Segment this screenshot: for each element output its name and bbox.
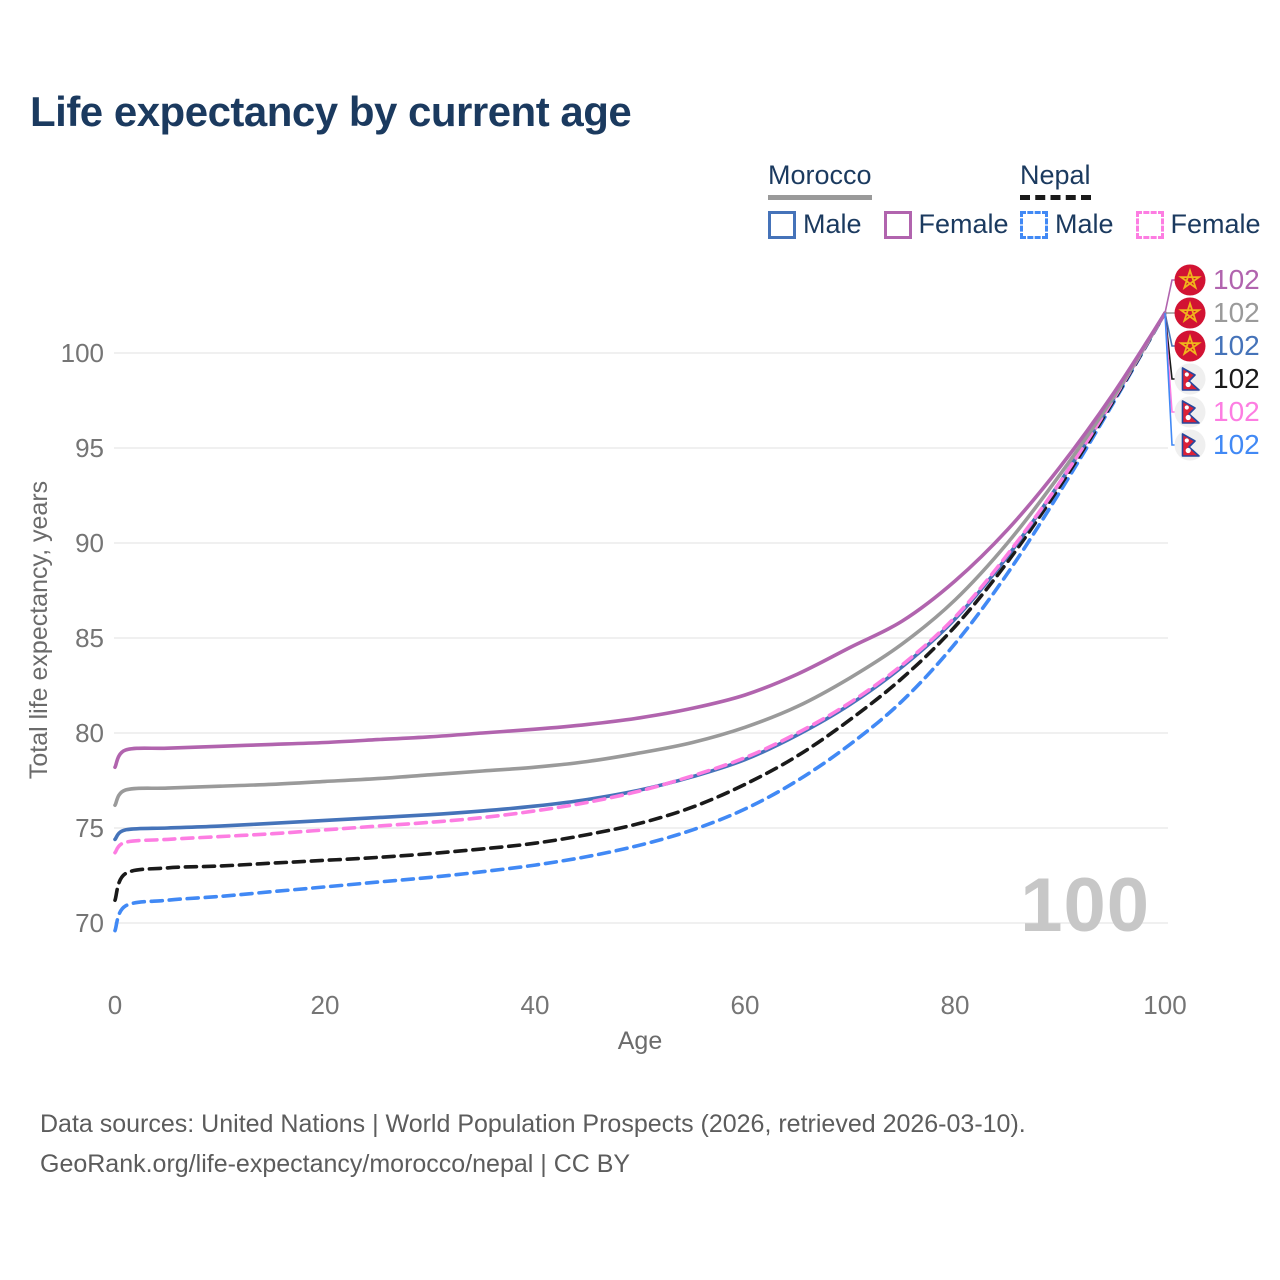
legend-items-morocco: Male Female — [768, 209, 1031, 240]
nepal-female-swatch-icon — [1135, 210, 1164, 239]
x-tick-label: 40 — [521, 990, 550, 1020]
moon-symbol — [1184, 372, 1189, 377]
end-value-label-morocco-male: 102 — [1213, 330, 1260, 361]
x-tick-label: 60 — [731, 990, 760, 1020]
flag-background — [1174, 330, 1206, 362]
series-line-morocco-female[interactable] — [113, 311, 1167, 769]
series-line-nepal-both-sexes[interactable] — [113, 311, 1167, 902]
morocco-flag-icon — [1174, 297, 1206, 329]
series-line-nepal-female[interactable] — [113, 311, 1167, 855]
series-line-nepal-male[interactable] — [113, 311, 1167, 933]
x-tick-label: 0 — [108, 990, 122, 1020]
x-axis-title: Age — [618, 1027, 662, 1055]
pentagram-star — [1178, 267, 1202, 291]
x-tick-label: 20 — [311, 990, 340, 1020]
morocco-flag-icon — [1174, 264, 1206, 296]
end-value-label-morocco-female: 102 — [1213, 264, 1260, 295]
moon-symbol — [1184, 438, 1189, 443]
nepal-flag-icon — [1174, 429, 1206, 461]
y-axis-title: Total life expectancy, years — [25, 481, 53, 779]
morocco-female-swatch-icon — [883, 210, 912, 239]
legend-label-morocco-female: Female — [918, 209, 1009, 239]
morocco-flag-icon — [1174, 330, 1206, 362]
legend-country-nepal[interactable]: Nepal — [1020, 160, 1091, 200]
end-value-label-morocco-both-sexes: 102 — [1213, 297, 1260, 328]
sun-symbol — [1185, 381, 1191, 388]
age-counter-watermark: 100 — [1020, 863, 1150, 948]
legend-group-nepal: Nepal Male Female — [1020, 160, 1280, 240]
y-tick-label: 80 — [75, 718, 104, 748]
y-tick-label: 95 — [75, 433, 104, 463]
legend-label-nepal-male: Male — [1055, 209, 1114, 239]
legend-country-morocco[interactable]: Morocco — [768, 160, 872, 200]
end-value-label-nepal-female: 102 — [1213, 396, 1260, 427]
chart-legend: Morocco Male Female Nepal Male — [0, 160, 1280, 250]
flag-background — [1174, 297, 1206, 329]
nepal-flag-icon — [1174, 363, 1206, 395]
x-tick-label: 80 — [941, 990, 970, 1020]
legend-items-nepal: Male Female — [1020, 209, 1280, 240]
x-tick-label: 100 — [1143, 990, 1186, 1020]
pentagram-star — [1178, 333, 1202, 357]
y-tick-label: 85 — [75, 623, 104, 653]
y-tick-label: 70 — [75, 908, 104, 938]
series-line-morocco-both-sexes[interactable] — [113, 311, 1167, 807]
sun-symbol — [1185, 447, 1191, 454]
morocco-male-swatch-icon — [768, 210, 796, 239]
moon-symbol — [1184, 405, 1189, 410]
page-title: Life expectancy by current age — [30, 88, 632, 135]
y-tick-label: 90 — [75, 528, 104, 558]
flag-background — [1174, 264, 1206, 296]
legend-item-morocco-female[interactable]: Female — [883, 209, 1009, 240]
footer-data-sources: Data sources: United Nations | World Pop… — [40, 1110, 1026, 1138]
pentagram-star — [1178, 300, 1202, 324]
legend-label-morocco-male: Male — [803, 209, 862, 239]
sun-symbol — [1185, 414, 1191, 421]
footer: Data sources: United Nations | World Pop… — [40, 1104, 1026, 1184]
y-tick-label: 100 — [61, 338, 104, 368]
nepal-flag-icon — [1174, 396, 1206, 428]
footer-attribution: GeoRank.org/life-expectancy/morocco/nepa… — [40, 1150, 631, 1178]
series-lines[interactable] — [113, 311, 1167, 933]
legend-item-nepal-male[interactable]: Male — [1020, 209, 1114, 240]
end-value-label-nepal-both-sexes: 102 — [1213, 363, 1260, 394]
legend-group-morocco: Morocco Male Female — [768, 160, 1031, 240]
legend-item-nepal-female[interactable]: Female — [1135, 209, 1261, 240]
nepal-male-swatch-icon — [1020, 210, 1048, 239]
legend-item-morocco-male[interactable]: Male — [768, 209, 862, 240]
end-value-label-nepal-male: 102 — [1213, 429, 1260, 460]
y-tick-label: 75 — [75, 813, 104, 843]
legend-label-nepal-female: Female — [1170, 209, 1261, 239]
